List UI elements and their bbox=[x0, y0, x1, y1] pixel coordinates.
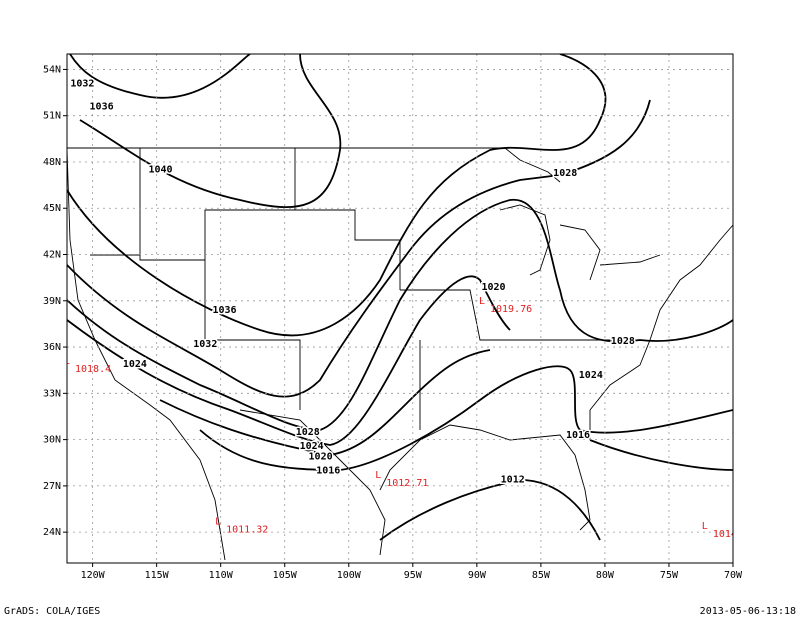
isobar bbox=[67, 199, 733, 431]
isobar bbox=[67, 54, 607, 337]
boundary-canada bbox=[67, 147, 561, 183]
isobar-label: 1024 bbox=[123, 359, 147, 370]
y-tick-label: 30N bbox=[43, 435, 61, 446]
isobar-label: 1016 bbox=[566, 430, 590, 441]
x-tick-label: 75W bbox=[660, 570, 679, 581]
x-tick-label: 85W bbox=[532, 570, 551, 581]
isobar-label: 1024 bbox=[579, 370, 603, 381]
frame bbox=[66, 53, 734, 564]
state-lines bbox=[90, 148, 640, 430]
x-tick-label: 70W bbox=[724, 570, 743, 581]
x-tick-label: 105W bbox=[273, 570, 298, 581]
y-tick-label: 48N bbox=[43, 157, 61, 168]
coastline-east bbox=[589, 224, 733, 440]
low-symbol: L bbox=[702, 521, 708, 532]
isobars bbox=[67, 54, 733, 541]
y-tick-label: 33N bbox=[43, 388, 61, 399]
isobar bbox=[379, 479, 601, 541]
x-tick-label: 110W bbox=[209, 570, 234, 581]
isobar-label: 1020 bbox=[309, 452, 333, 463]
coastline-west bbox=[67, 149, 226, 561]
y-tick-label: 36N bbox=[43, 342, 61, 353]
footer-right: 2013-05-06-13:18 bbox=[700, 606, 796, 617]
low-symbol: L bbox=[375, 470, 381, 481]
low-pressure: 1014.32 bbox=[713, 529, 755, 540]
isobar bbox=[159, 349, 491, 456]
isobar bbox=[589, 439, 733, 471]
isobar-label: 1024 bbox=[300, 441, 324, 452]
isobar-label: 1012 bbox=[501, 475, 525, 486]
isobar-label: 1032 bbox=[70, 78, 94, 89]
footer-left: GrADS: COLA/IGES bbox=[4, 606, 100, 617]
y-tick-label: 45N bbox=[43, 203, 61, 214]
isobar-label: 1028 bbox=[296, 427, 320, 438]
isobar-label: 1016 bbox=[316, 465, 340, 476]
y-tick-label: 51N bbox=[43, 111, 61, 122]
isobar bbox=[79, 54, 342, 209]
x-tick-label: 90W bbox=[468, 570, 487, 581]
isobar-label: 1036 bbox=[212, 305, 236, 316]
coastline-gulf bbox=[239, 409, 591, 556]
y-tick-label: 39N bbox=[43, 296, 61, 307]
isobar bbox=[199, 365, 733, 471]
x-tick-label: 95W bbox=[404, 570, 423, 581]
isobar bbox=[67, 99, 651, 398]
low-symbol: L bbox=[215, 516, 221, 527]
isobar-label: 1036 bbox=[90, 101, 114, 112]
low-symbol: L bbox=[64, 356, 70, 367]
x-tick-label: 80W bbox=[596, 570, 615, 581]
isobar bbox=[69, 54, 251, 99]
isobar-label: 1028 bbox=[611, 336, 635, 347]
y-tick-label: 42N bbox=[43, 250, 61, 261]
x-tick-label: 120W bbox=[81, 570, 106, 581]
low-symbol: L bbox=[479, 296, 485, 307]
low-pressure: 1018.4 bbox=[75, 364, 111, 375]
isobar-label: 1032 bbox=[193, 339, 217, 350]
x-tick-label: 115W bbox=[145, 570, 170, 581]
y-tick-label: 27N bbox=[43, 481, 61, 492]
isobar-label: 1020 bbox=[481, 282, 505, 293]
y-tick-label: 54N bbox=[43, 64, 61, 75]
low-pressure: 1012.71 bbox=[386, 478, 428, 489]
isobar-label: 1040 bbox=[148, 165, 172, 176]
y-tick-label: 24N bbox=[43, 527, 61, 538]
map-area: 1032 1036 1040 1028 1020 1036 1032 1024 1028 1024… bbox=[64, 54, 755, 563]
great-lakes bbox=[499, 204, 661, 281]
low-pressure: 1011.32 bbox=[226, 524, 268, 535]
isobar-label: 1028 bbox=[553, 168, 577, 179]
low-pressure: 1019.76 bbox=[490, 304, 532, 315]
x-tick-label: 100W bbox=[337, 570, 362, 581]
isobar bbox=[67, 275, 511, 446]
